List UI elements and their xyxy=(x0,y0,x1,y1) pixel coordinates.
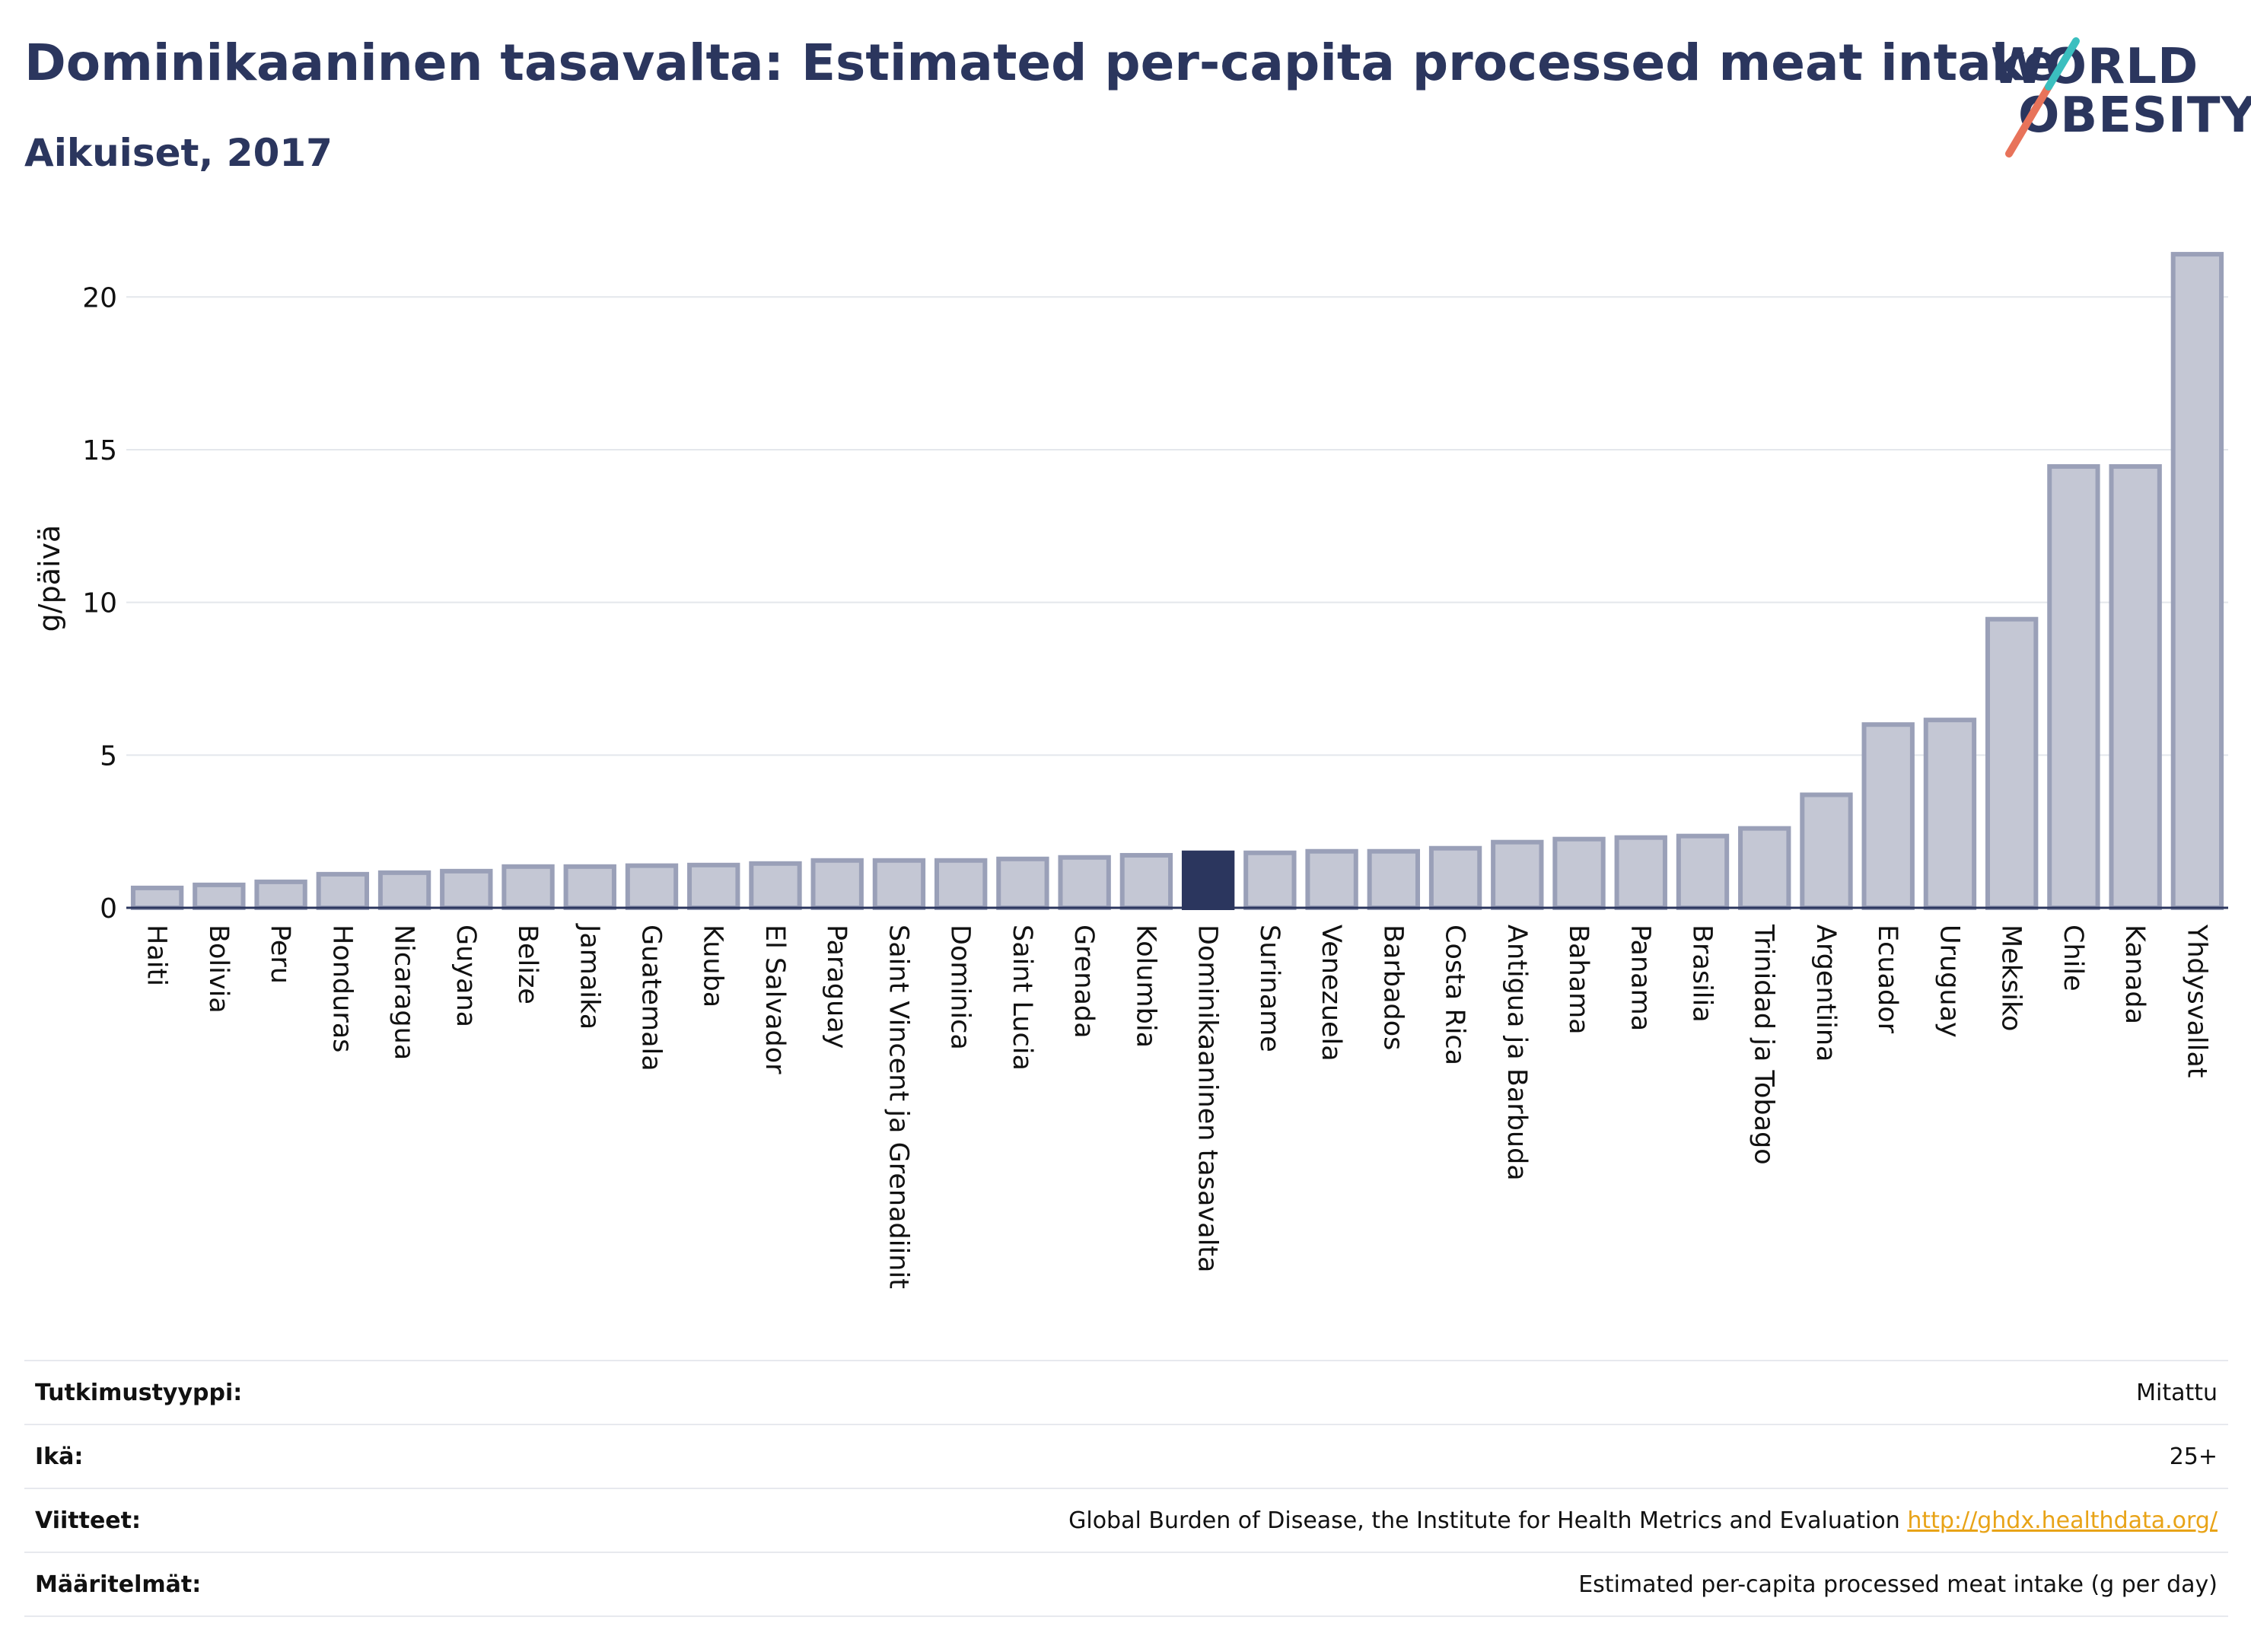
bar-yhdysvallat[interactable] xyxy=(2170,252,2224,910)
x-tick-label: Antigua ja Barbuda xyxy=(1501,925,1532,1181)
metadata-table: Tutkimustyyppi: Mitattu Ikä: 25+ Viitteet: Gl… xyxy=(24,1360,2228,1617)
logo-word-world: WORLD xyxy=(1991,39,2199,95)
x-tick-label: Yhdysvallat xyxy=(2181,924,2211,1078)
bar-saint-lucia[interactable] xyxy=(996,856,1049,911)
x-tick-label: Grenada xyxy=(1068,925,1099,1039)
bar-barbados[interactable] xyxy=(1367,848,1421,910)
x-tick-label: Panama xyxy=(1625,925,1655,1031)
x-tick-label: Venezuela xyxy=(1316,925,1346,1062)
reference-link[interactable]: http://ghdx.healthdata.org/ xyxy=(1907,1507,2218,1534)
x-tick-label: Brasilia xyxy=(1687,925,1718,1023)
bar-kuuba[interactable] xyxy=(687,862,740,910)
x-tick-label: Chile xyxy=(2058,925,2088,992)
x-tick-label: Belize xyxy=(512,925,543,1004)
bar-belize[interactable] xyxy=(501,864,555,911)
world-obesity-logo[interactable]: WORLD OBESITY xyxy=(1986,23,2251,160)
bar-honduras[interactable] xyxy=(316,871,370,910)
bar-venezuela[interactable] xyxy=(1305,848,1358,910)
bar-brasilia[interactable] xyxy=(1676,833,1730,911)
bar-chart: 0 5 10 15 20 Haiti Bolivia Peru Honduras Nicarag… xyxy=(33,252,2228,1289)
x-tick-label: Guyana xyxy=(451,925,481,1027)
x-tick-label: Uruguay xyxy=(1934,925,1964,1038)
y-axis-label: g/päivä xyxy=(33,525,66,632)
x-tick-label: Paraguay xyxy=(821,925,852,1049)
bar-guyana[interactable] xyxy=(440,868,493,910)
bars xyxy=(130,252,2224,911)
x-tick-label: Meksiko xyxy=(1996,925,2027,1031)
y-tick-label: 20 xyxy=(82,282,117,314)
metadata-label: Tutkimustyyppi: xyxy=(35,1379,243,1406)
bar-antigua-ja-barbuda[interactable] xyxy=(1491,839,1544,910)
bar-kolumbia[interactable] xyxy=(1119,852,1173,910)
bar-paraguay[interactable] xyxy=(810,858,864,911)
bar-panama[interactable] xyxy=(1614,835,1667,911)
metadata-row: Ikä: 25+ xyxy=(24,1424,2228,1488)
metadata-label: Viitteet: xyxy=(35,1507,141,1534)
x-axis-labels: Haiti Bolivia Peru Honduras Nicaragua Guyana B… xyxy=(142,923,2212,1289)
x-tick-label: Costa Rica xyxy=(1440,925,1470,1065)
x-tick-label: Bolivia xyxy=(203,925,234,1014)
bar-argentiina[interactable] xyxy=(1800,792,1853,911)
y-tick-label: 0 xyxy=(100,893,117,925)
y-tick-label: 15 xyxy=(82,435,117,466)
metadata-value: 25+ xyxy=(2169,1443,2218,1470)
logo-slash-icon xyxy=(2005,37,2080,158)
x-tick-label: Peru xyxy=(265,925,295,984)
x-tick-label: El Salvador xyxy=(759,925,790,1074)
y-tick-label: 10 xyxy=(82,588,117,619)
bar-trinidad-ja-tobago[interactable] xyxy=(1738,826,1791,911)
gridlines xyxy=(126,296,2228,756)
y-axis-ticks: 0 5 10 15 20 xyxy=(82,282,117,925)
x-tick-label: Kanada xyxy=(2119,925,2150,1024)
bar-grenada[interactable] xyxy=(1058,855,1111,911)
bar-chile[interactable] xyxy=(2047,464,2100,910)
x-tick-label: Trinidad ja Tobago xyxy=(1749,924,1779,1165)
metadata-value: Global Burden of Disease, the Institute … xyxy=(1068,1507,2218,1534)
bar-kanada[interactable] xyxy=(2109,464,2162,910)
x-tick-label: Nicaragua xyxy=(389,925,419,1060)
chart-subtitle: Aikuiset, 2017 xyxy=(24,131,333,175)
x-tick-label: Haiti xyxy=(142,925,172,986)
x-tick-label: Suriname xyxy=(1254,925,1285,1052)
bar-dominikaaninen-tasavalta[interactable] xyxy=(1181,850,1235,910)
bar-el-salvador[interactable] xyxy=(749,861,802,910)
x-tick-label: Saint Lucia xyxy=(1007,925,1037,1071)
bar-guatemala[interactable] xyxy=(625,863,679,910)
logo-word-obesity: OBESITY xyxy=(2018,88,2251,144)
x-tick-label: Saint Vincent ja Grenadiinit xyxy=(883,925,913,1289)
x-tick-label: Dominica xyxy=(945,925,976,1050)
x-tick-label: Ecuador xyxy=(1872,925,1902,1034)
metadata-label: Määritelmät: xyxy=(35,1571,202,1598)
x-tick-label: Bahama xyxy=(1563,925,1594,1035)
metadata-label: Ikä: xyxy=(35,1443,84,1470)
bar-saint-vincent-ja-grenadiinit[interactable] xyxy=(872,858,926,911)
x-tick-label: Honduras xyxy=(326,925,357,1052)
x-tick-label: Guatemala xyxy=(636,925,667,1071)
metadata-row: Määritelmät: Estimated per-capita process… xyxy=(24,1552,2228,1617)
x-tick-label: Dominikaaninen tasavalta xyxy=(1192,925,1223,1272)
bar-bolivia[interactable] xyxy=(193,882,246,910)
metadata-row: Tutkimustyyppi: Mitattu xyxy=(24,1360,2228,1424)
bar-bahama[interactable] xyxy=(1552,836,1606,911)
bar-jamaika[interactable] xyxy=(563,864,616,911)
bar-peru[interactable] xyxy=(254,879,307,910)
x-tick-label: Kuuba xyxy=(698,925,728,1007)
chart-title: Dominikaaninen tasavalta: Estimated per-… xyxy=(24,33,2058,92)
y-tick-label: 5 xyxy=(100,740,117,772)
metadata-value: Mitattu xyxy=(2136,1379,2218,1406)
bar-nicaragua[interactable] xyxy=(377,870,431,910)
bar-costa-rica[interactable] xyxy=(1428,845,1482,911)
x-tick-label: Barbados xyxy=(1377,925,1408,1050)
metadata-value: Estimated per-capita processed meat inta… xyxy=(1578,1571,2218,1598)
metadata-row: Viitteet: Global Burden of Disease, the I… xyxy=(24,1488,2228,1552)
x-tick-label: Argentiina xyxy=(1810,925,1841,1062)
x-tick-label: Kolumbia xyxy=(1130,925,1161,1048)
bar-dominica[interactable] xyxy=(934,858,988,911)
bar-suriname[interactable] xyxy=(1243,850,1297,910)
bar-ecuador[interactable] xyxy=(1861,722,1915,910)
bar-haiti[interactable] xyxy=(130,885,184,911)
bar-uruguay[interactable] xyxy=(1923,718,1977,911)
bar-meksiko[interactable] xyxy=(1985,616,2039,910)
x-tick-label: Jamaika xyxy=(574,923,604,1030)
